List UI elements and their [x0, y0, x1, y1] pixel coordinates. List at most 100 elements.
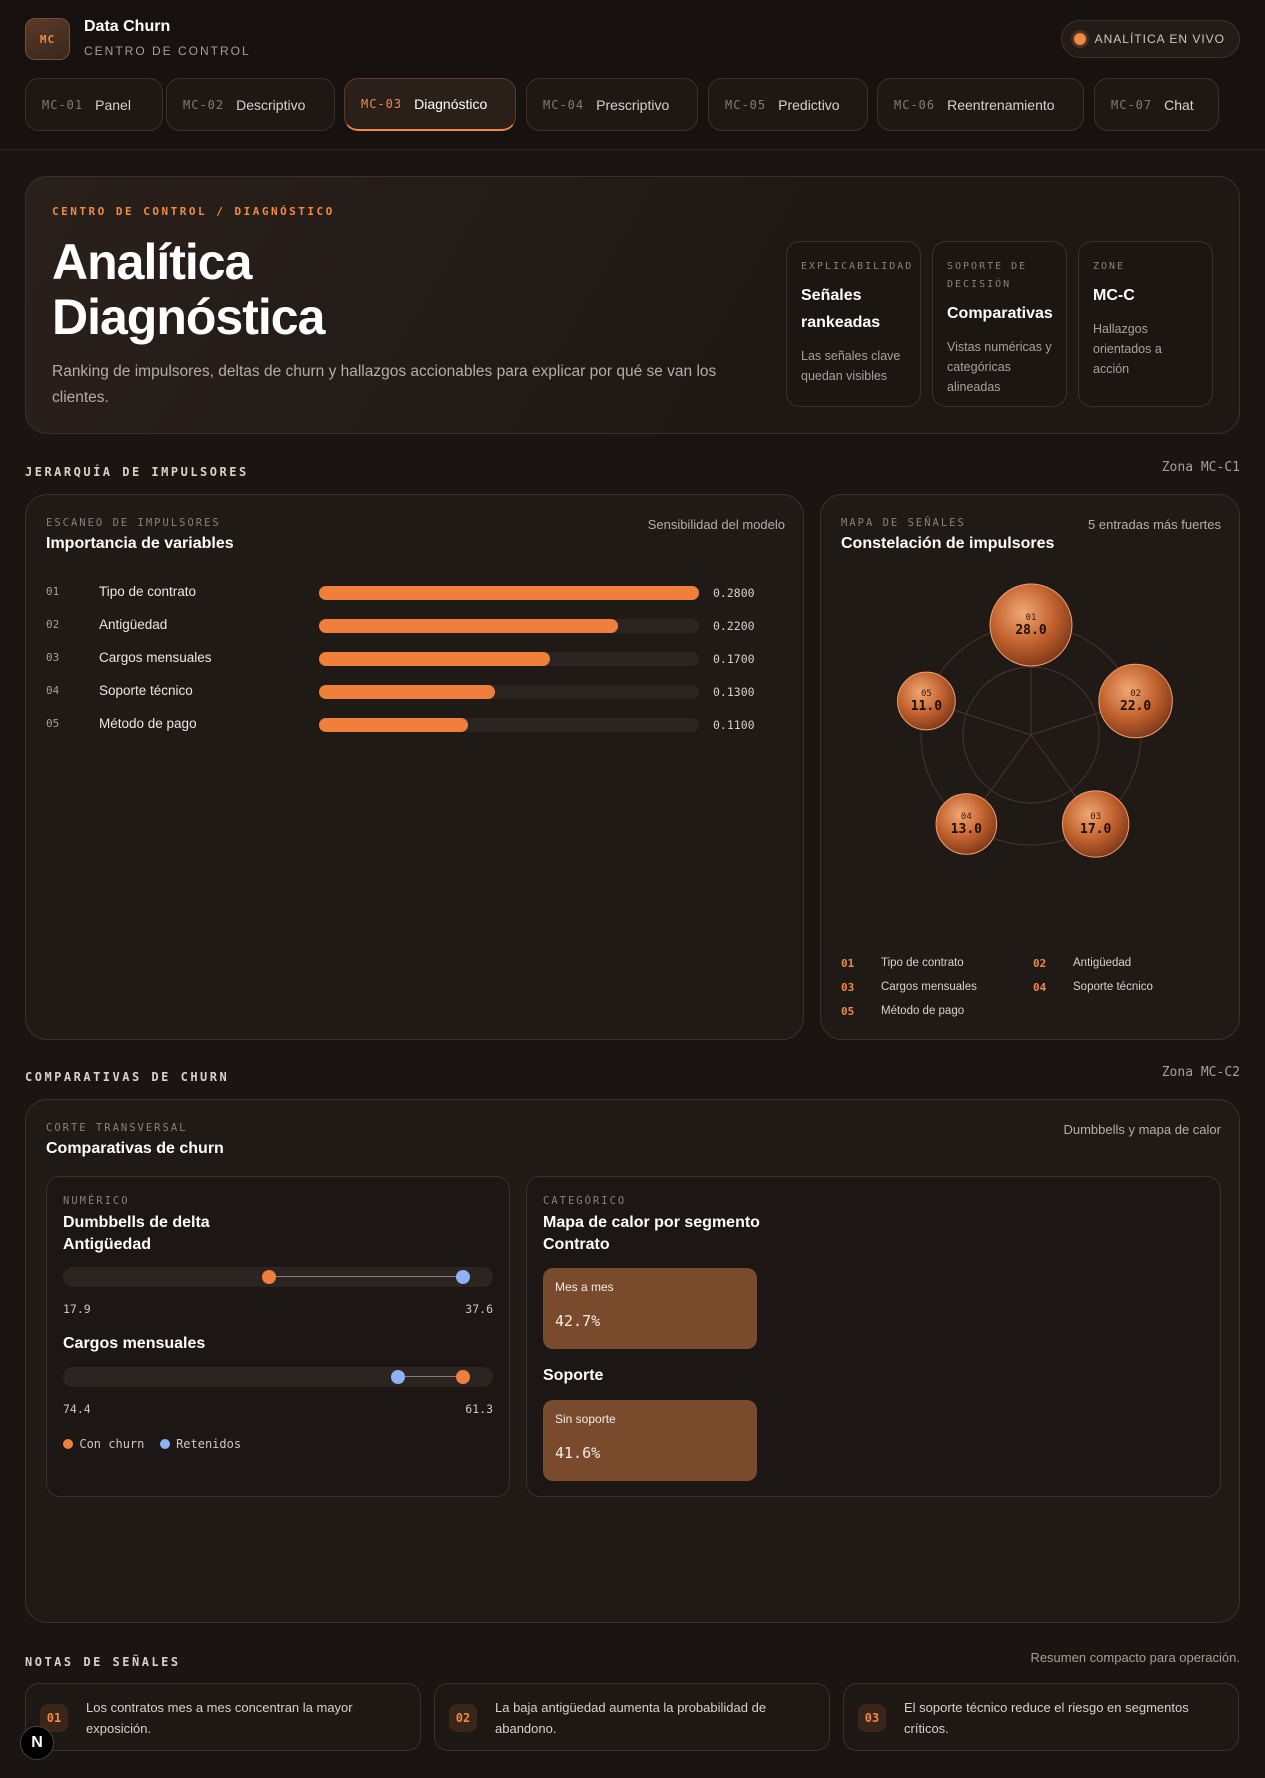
- section-zone-drivers: Zona MC-C1: [1161, 460, 1240, 475]
- bubble-rank: 01: [1026, 613, 1037, 623]
- bubble-value: 28.0: [1015, 623, 1046, 638]
- bar-track: [319, 586, 699, 600]
- retained-dot-icon: [159, 1439, 170, 1449]
- section-title-drivers: JERARQUÍA DE IMPULSORES: [25, 465, 249, 479]
- hero-card-desc: Hallazgos orientados a acción: [1093, 322, 1162, 376]
- panel-label: ESCANEO DE IMPULSORES: [46, 517, 221, 529]
- dumbbell-metric-name: Antigüedad: [63, 1236, 151, 1253]
- tab-code: MC-03: [361, 97, 403, 111]
- app-logo[interactable]: MC: [25, 18, 70, 60]
- bar-track: [319, 718, 699, 732]
- legend-label: Antigüedad: [1073, 957, 1132, 969]
- retained-point[interactable]: [455, 1270, 470, 1284]
- heatmap-cell-label: Sin soporte: [555, 1412, 616, 1426]
- legend-label: Soporte técnico: [1073, 981, 1153, 993]
- panel-title: Comparativas de churn: [46, 1140, 224, 1157]
- tab-code: MC-04: [543, 97, 585, 112]
- hero-card-zone: ZONE MC-C Hallazgos orientados a acción: [1078, 241, 1213, 407]
- bubble-value: 11.0: [911, 699, 942, 714]
- top-header: MC Data Churn CENTRO DE CONTROL ANALÍTIC…: [0, 0, 1265, 150]
- tab-diagnostico[interactable]: MC-03 Diagnóstico: [344, 78, 516, 131]
- tab-reentrenamiento[interactable]: MC-06 Reentrenamiento: [877, 78, 1084, 131]
- live-analytics-badge[interactable]: ANALÍTICA EN VIVO: [1060, 20, 1240, 58]
- live-label: ANALÍTICA EN VIVO: [1094, 32, 1225, 46]
- legend-label: Cargos mensuales: [881, 981, 977, 993]
- app-title: Data Churn: [84, 18, 171, 35]
- categorical-heatmap-card: CATEGÓRICO Mapa de calor por segmento Co…: [526, 1176, 1221, 1497]
- note-card: 01 Los contratos mes a mes concentran la…: [25, 1683, 421, 1751]
- importance-bar-row[interactable]: 05 Método de pago 0.1100: [46, 715, 755, 735]
- dumbbell-metric-name: Cargos mensuales: [63, 1335, 206, 1352]
- note-number: 03: [858, 1704, 886, 1732]
- bubble-rank: 03: [1090, 812, 1101, 822]
- heatmap-cell[interactable]: Mes a mes 42.7%: [543, 1268, 757, 1349]
- bar-category-label: Tipo de contrato: [99, 584, 197, 599]
- hero-card-value: Señales rankeadas: [801, 287, 881, 331]
- churn-dot-icon: [63, 1439, 73, 1449]
- section-title-comparatives: COMPARATIVAS DE CHURN: [25, 1070, 230, 1084]
- bar-value-label: 0.2200: [713, 619, 755, 633]
- tab-descriptivo[interactable]: MC-02 Descriptivo: [166, 78, 335, 131]
- breadcrumb: CENTRO DE CONTROL / DIAGNÓSTICO: [52, 205, 335, 218]
- hero-card-label: ZONE: [1093, 261, 1126, 272]
- tab-predictivo[interactable]: MC-05 Predictivo: [708, 78, 868, 131]
- panel-label: CORTE TRANSVERSAL: [46, 1122, 188, 1134]
- tab-prescriptivo[interactable]: MC-04 Prescriptivo: [526, 78, 698, 131]
- constellation-panel: MAPA DE SEÑALES Constelación de impulsor…: [820, 494, 1240, 1040]
- tab-label: Descriptivo: [236, 96, 306, 113]
- section-zone-comparatives: Zona MC-C2: [1161, 1065, 1240, 1080]
- tab-label: Panel: [95, 96, 131, 113]
- comparatives-panel: CORTE TRANSVERSAL Comparativas de churn …: [25, 1099, 1240, 1623]
- note-text: El soporte técnico reduce el riesgo en s…: [904, 1700, 1189, 1736]
- legend-retained: Retenidos: [176, 1437, 242, 1451]
- tab-code: MC-06: [894, 97, 936, 112]
- dumbbell-left-value: 17.9: [63, 1302, 91, 1316]
- live-dot-icon: [1073, 33, 1086, 45]
- corner-n-badge[interactable]: N: [20, 1726, 54, 1760]
- constellation-bubble: [989, 583, 1073, 667]
- dumbbell-right-value: 37.6: [465, 1302, 493, 1316]
- bar-rank: 05: [46, 717, 60, 730]
- tab-label: Diagnóstico: [414, 96, 488, 112]
- card-label: CATEGÓRICO: [543, 1195, 627, 1207]
- churn-point[interactable]: [455, 1370, 470, 1384]
- dumbbell-connector: [398, 1376, 463, 1377]
- bar-category-label: Soporte técnico: [99, 683, 193, 698]
- tab-panel[interactable]: MC-01 Panel: [25, 78, 163, 131]
- dumbbell-right-value: 61.3: [465, 1402, 493, 1416]
- importance-bar-row[interactable]: 02 Antigüedad 0.2200: [46, 616, 755, 636]
- tab-chat[interactable]: MC-07 Chat: [1094, 78, 1219, 131]
- importance-bar-row[interactable]: 01 Tipo de contrato 0.2800: [46, 583, 755, 603]
- importance-bar: [319, 586, 699, 600]
- heatmap-cell-label: Mes a mes: [555, 1280, 614, 1294]
- importance-bar: [319, 619, 618, 633]
- bar-rank: 02: [46, 618, 60, 631]
- hero-card-explicabilidad: EXPLICABILIDAD Señales rankeadas Las señ…: [786, 241, 921, 407]
- bubble-rank: 05: [921, 689, 932, 699]
- panel-note: 5 entradas más fuertes: [1088, 517, 1221, 532]
- page-title-line1: Analítica: [52, 234, 252, 290]
- heatmap-cell[interactable]: Sin soporte 41.6%: [543, 1400, 757, 1481]
- retained-point[interactable]: [391, 1370, 406, 1384]
- constellation-bubble: [1098, 663, 1173, 739]
- importance-bar-row[interactable]: 03 Cargos mensuales 0.1700: [46, 649, 755, 669]
- heatmap-group-contrato: Contrato: [543, 1236, 610, 1253]
- bar-track: [319, 652, 699, 666]
- card-title: Mapa de calor por segmento: [543, 1214, 760, 1231]
- legend-churn: Con churn: [79, 1437, 145, 1451]
- bar-category-label: Método de pago: [99, 716, 197, 731]
- panel-title: Constelación de impulsores: [841, 535, 1055, 552]
- bar-rank: 03: [46, 651, 60, 664]
- importance-bar-row[interactable]: 04 Soporte técnico 0.1300: [46, 682, 755, 702]
- churn-point[interactable]: [262, 1270, 277, 1284]
- dumbbell-legend: Con churn Retenidos: [63, 1437, 241, 1451]
- tab-label: Chat: [1164, 96, 1194, 113]
- hero-card-value: Comparativas: [947, 305, 1053, 322]
- card-label: NUMÉRICO: [63, 1195, 130, 1207]
- legend-label: Método de pago: [881, 1005, 965, 1017]
